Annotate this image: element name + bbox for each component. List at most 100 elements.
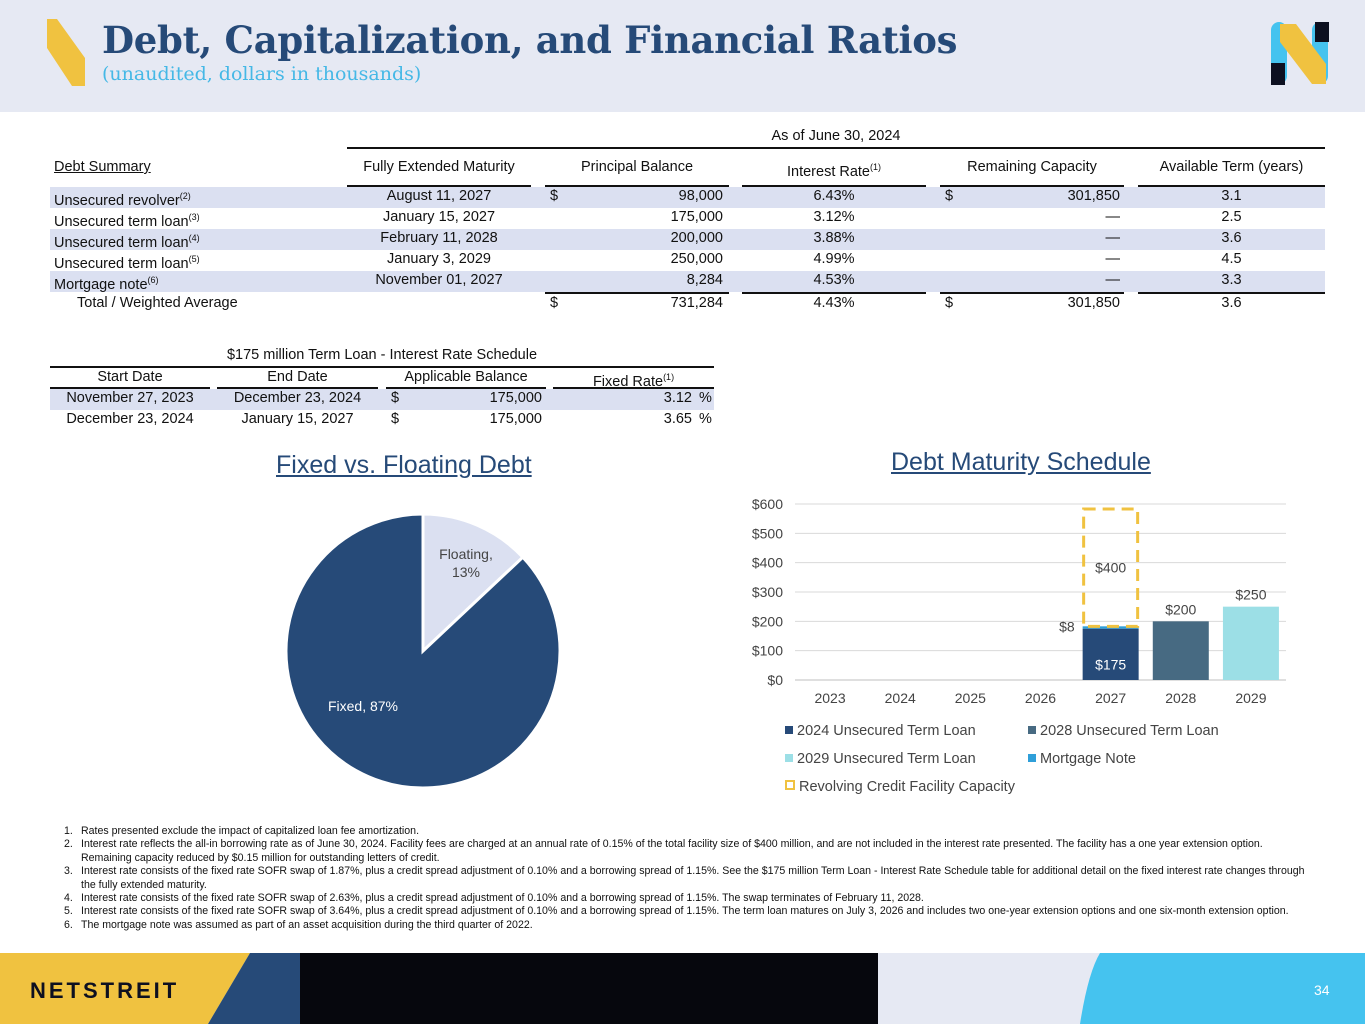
x-tick-label: 2023 <box>814 690 845 706</box>
x-tick-label: 2026 <box>1025 690 1056 706</box>
bar-2024-unsecured-term-loan <box>1082 628 1139 680</box>
y-tick-label: $500 <box>752 525 783 541</box>
y-tick-label: $0 <box>767 672 783 688</box>
schedule-row-pct: % <box>699 390 712 406</box>
pie-slice-fixed <box>284 512 562 790</box>
footnote: 1. Rates presented exclude the impact of … <box>64 825 1309 838</box>
total-rate: 4.43% <box>813 295 855 311</box>
col-interest-rate: Interest Rate(1) <box>786 162 881 180</box>
debt-row-maturity: January 15, 2027 <box>382 209 496 225</box>
total-currency: $ <box>550 295 559 311</box>
debt-row-capacity-currency: $ <box>945 188 954 204</box>
footnote: 3. Interest rate consists of the fixed ra… <box>64 865 1309 892</box>
y-tick-label: $100 <box>752 643 783 659</box>
legend-label: 2029 Unsecured Term Loan <box>797 751 976 767</box>
debt-row-maturity: November 01, 2027 <box>375 272 503 288</box>
debt-row-principal: 250,000 <box>670 251 723 267</box>
footnote: 2. Interest rate reflects the all-in borr… <box>64 838 1309 865</box>
schedule-row-start: December 23, 2024 <box>66 411 194 427</box>
netstreit-n-logo-icon <box>1271 22 1329 85</box>
debt-row-maturity: January 3, 2029 <box>387 251 491 267</box>
schedule-row-rate: 3.65 <box>663 411 692 427</box>
bar-data-label: $400 <box>1095 560 1126 576</box>
total-label: Total / Weighted Average <box>77 295 238 311</box>
footnote-number: 5. <box>64 905 73 918</box>
debt-row-capacity: — <box>1105 209 1121 225</box>
legend-swatch <box>785 780 795 790</box>
x-tick-label: 2027 <box>1095 690 1126 706</box>
bar-2028-unsecured-term-loan <box>1152 621 1209 680</box>
col-fixed-rate: Fixed Rate(1) <box>592 372 675 390</box>
footnote-number: 3. <box>64 865 73 878</box>
footnote-text: Interest rate consists of the fixed rate… <box>81 905 1289 918</box>
debt-row-term: 4.5 <box>1221 251 1242 267</box>
pie-chart-title: Fixed vs. Floating Debt <box>276 451 532 479</box>
debt-row-rate: 3.88% <box>813 230 855 246</box>
debt-row-currency: $ <box>550 188 559 204</box>
footnote-number: 6. <box>64 918 73 931</box>
schedule-title: $175 million Term Loan - Interest Rate S… <box>226 347 538 363</box>
y-tick-label: $400 <box>752 555 783 571</box>
debt-row-term: 2.5 <box>1221 209 1242 225</box>
footer-brand: NETSTREIT <box>30 978 180 1003</box>
schedule-row-currency: $ <box>391 411 400 427</box>
as-of-label: As of June 30, 2024 <box>771 128 901 144</box>
debt-row-name: Unsecured term loan(4) <box>54 233 200 251</box>
legend-item: 2029 Unsecured Term Loan <box>785 751 976 767</box>
footnote-number: 1. <box>64 825 73 837</box>
debt-row-rate: 6.43% <box>813 188 855 204</box>
x-tick-label: 2025 <box>955 690 986 706</box>
legend-label: 2028 Unsecured Term Loan <box>1040 723 1219 739</box>
bar-data-label: $175 <box>1095 656 1126 672</box>
pie-label-floating-value: 13% <box>452 564 480 580</box>
footnote: 5. Interest rate consists of the fixed ra… <box>64 905 1309 918</box>
bar-revolving-credit-facility-capacity <box>1082 507 1140 628</box>
page-number: 34 <box>1314 982 1330 998</box>
schedule-row-rate: 3.12 <box>663 390 692 406</box>
debt-row-principal: 200,000 <box>670 230 723 246</box>
col-end-date: End Date <box>267 369 328 385</box>
debt-row-capacity: 301,850 <box>1067 188 1120 204</box>
legend-item: Revolving Credit Facility Capacity <box>785 779 1015 795</box>
schedule-row-end: December 23, 2024 <box>233 390 362 406</box>
bar-data-label: $200 <box>1165 601 1196 617</box>
x-tick-label: 2028 <box>1165 690 1196 706</box>
schedule-row-end: January 15, 2027 <box>241 411 354 427</box>
total-capacity-currency: $ <box>945 295 954 311</box>
chevron-logo-icon <box>47 19 85 86</box>
debt-row-term: 3.6 <box>1221 230 1242 246</box>
y-tick-label: $200 <box>752 613 783 629</box>
footnote-text: Rates presented exclude the impact of ca… <box>81 825 420 837</box>
debt-row-capacity: — <box>1105 272 1121 288</box>
page-title: Debt, Capitalization, and Financial Rati… <box>102 18 958 62</box>
debt-row-principal: 98,000 <box>678 188 723 204</box>
legend-item: 2028 Unsecured Term Loan <box>1028 723 1219 739</box>
fixed-floating-pie-chart: Floating, 13% Fixed, 87% <box>284 512 562 790</box>
bar-data-label: $8 <box>1059 618 1075 634</box>
debt-row-capacity: — <box>1105 251 1121 267</box>
bar-data-label: $250 <box>1235 587 1266 603</box>
schedule-row-balance: 175,000 <box>489 411 542 427</box>
debt-row-principal: 175,000 <box>670 209 723 225</box>
legend-label: 2024 Unsecured Term Loan <box>797 723 976 739</box>
footnotes: 1. Rates presented exclude the impact of … <box>64 825 1309 932</box>
debt-row-name: Unsecured term loan(3) <box>54 212 200 230</box>
legend-swatch <box>785 726 793 734</box>
footnote-text: Interest rate consists of the fixed rate… <box>81 892 924 905</box>
schedule-row-currency: $ <box>391 390 400 406</box>
x-tick-label: 2029 <box>1235 690 1266 706</box>
debt-row-name: Unsecured term loan(5) <box>54 254 200 272</box>
total-capacity: 301,850 <box>1067 295 1120 311</box>
legend-item: 2024 Unsecured Term Loan <box>785 723 976 739</box>
debt-row-rate: 4.53% <box>813 272 855 288</box>
y-tick-label: $600 <box>752 496 783 512</box>
x-tick-label: 2024 <box>885 690 916 706</box>
legend-swatch <box>1028 754 1036 762</box>
pie-label-floating-name: Floating, <box>439 546 493 562</box>
col-remaining-capacity: Remaining Capacity <box>967 159 1097 175</box>
debt-row-maturity: August 11, 2027 <box>386 188 492 204</box>
pie-label-fixed: Fixed, 87% <box>328 698 398 714</box>
col-applicable-balance: Applicable Balance <box>404 369 528 385</box>
footnote-text: The mortgage note was assumed as part of… <box>81 918 533 931</box>
debt-row-principal: 8,284 <box>686 272 723 288</box>
